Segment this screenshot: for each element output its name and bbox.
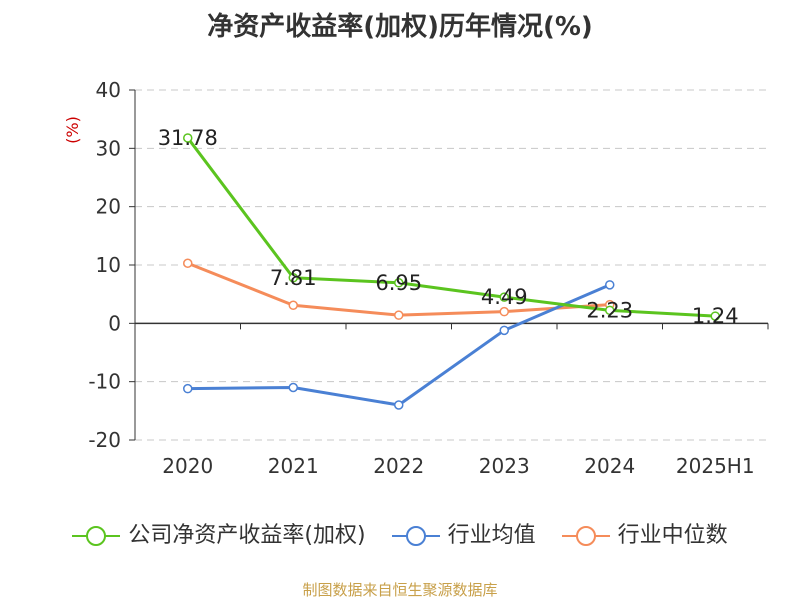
data-labels: 31.78 7.81 6.95 4.49 2.23 1.24 xyxy=(158,126,739,328)
data-label: 7.81 xyxy=(270,266,317,290)
legend-marker-company-icon xyxy=(72,526,121,546)
legend-marker-industry-median-icon xyxy=(561,526,610,546)
y-tick-label: 20 xyxy=(96,195,121,219)
data-point-industry_median xyxy=(394,310,404,320)
legend: 公司净资产收益率(加权) 行业均值 行业中位数 xyxy=(0,518,800,554)
x-tick-label: 2020 xyxy=(162,454,213,478)
data-point-company xyxy=(288,273,298,283)
y-tick-label: -10 xyxy=(88,370,121,394)
chart-title: 净资产收益率(加权)历年情况(%) xyxy=(207,12,593,42)
y-tick-label: -20 xyxy=(88,428,121,452)
x-tick-label: 2023 xyxy=(479,454,530,478)
x-tick-label: 2025H1 xyxy=(676,454,755,478)
data-point-company xyxy=(605,305,615,316)
x-tick-label: 2021 xyxy=(268,454,319,478)
x-tick-label: 2022 xyxy=(373,454,424,478)
grid-lines xyxy=(135,89,768,441)
legend-label-industry-avg: 行业均值 xyxy=(447,523,536,548)
data-label: 31.78 xyxy=(158,126,218,150)
legend-item-industry-median[interactable]: 行业中位数 xyxy=(561,518,728,554)
data-point-company xyxy=(710,311,720,321)
x-tick-label: 2024 xyxy=(584,454,635,478)
data-point-industry_median xyxy=(499,306,509,317)
legend-label-industry-median: 行业中位数 xyxy=(617,523,728,548)
y-tick-label: 30 xyxy=(96,136,121,160)
data-label: 4.49 xyxy=(481,285,528,309)
data-point-industry_avg xyxy=(394,400,404,410)
legend-item-industry-avg[interactable]: 行业均值 xyxy=(391,518,536,554)
data-point-company xyxy=(499,292,509,302)
y-tick-label: 40 xyxy=(96,78,121,102)
axes: 40 30 20 10 0 -10 -20 2020 2021 2022 2023 2024 2025H… xyxy=(88,78,769,478)
data-point-industry_median xyxy=(288,300,298,310)
data-point-industry_avg xyxy=(499,325,509,336)
data-label: 1.24 xyxy=(692,304,739,328)
legend-item-company[interactable]: 公司净资产收益率(加权) xyxy=(72,518,366,554)
data-label: 2.23 xyxy=(586,298,633,322)
series-line-company xyxy=(186,137,716,318)
y-tick-label: 0 xyxy=(108,311,121,335)
data-point-industry_avg xyxy=(288,382,298,393)
legend-marker-industry-avg-icon xyxy=(391,526,440,546)
data-point-industry_avg xyxy=(183,383,193,394)
y-axis-label: (%) xyxy=(63,116,82,144)
data-point-industry_avg xyxy=(605,280,615,290)
data-label: 6.95 xyxy=(375,271,422,295)
legend-label-company: 公司净资产收益率(加权) xyxy=(128,523,366,548)
y-tick-label: 10 xyxy=(96,253,121,277)
data-point-company xyxy=(183,133,193,143)
series xyxy=(183,133,720,410)
data-point-industry_median xyxy=(183,258,193,268)
data-point-company xyxy=(394,278,404,288)
data-source-footer: 制图数据来自恒生聚源数据库 xyxy=(302,581,498,599)
